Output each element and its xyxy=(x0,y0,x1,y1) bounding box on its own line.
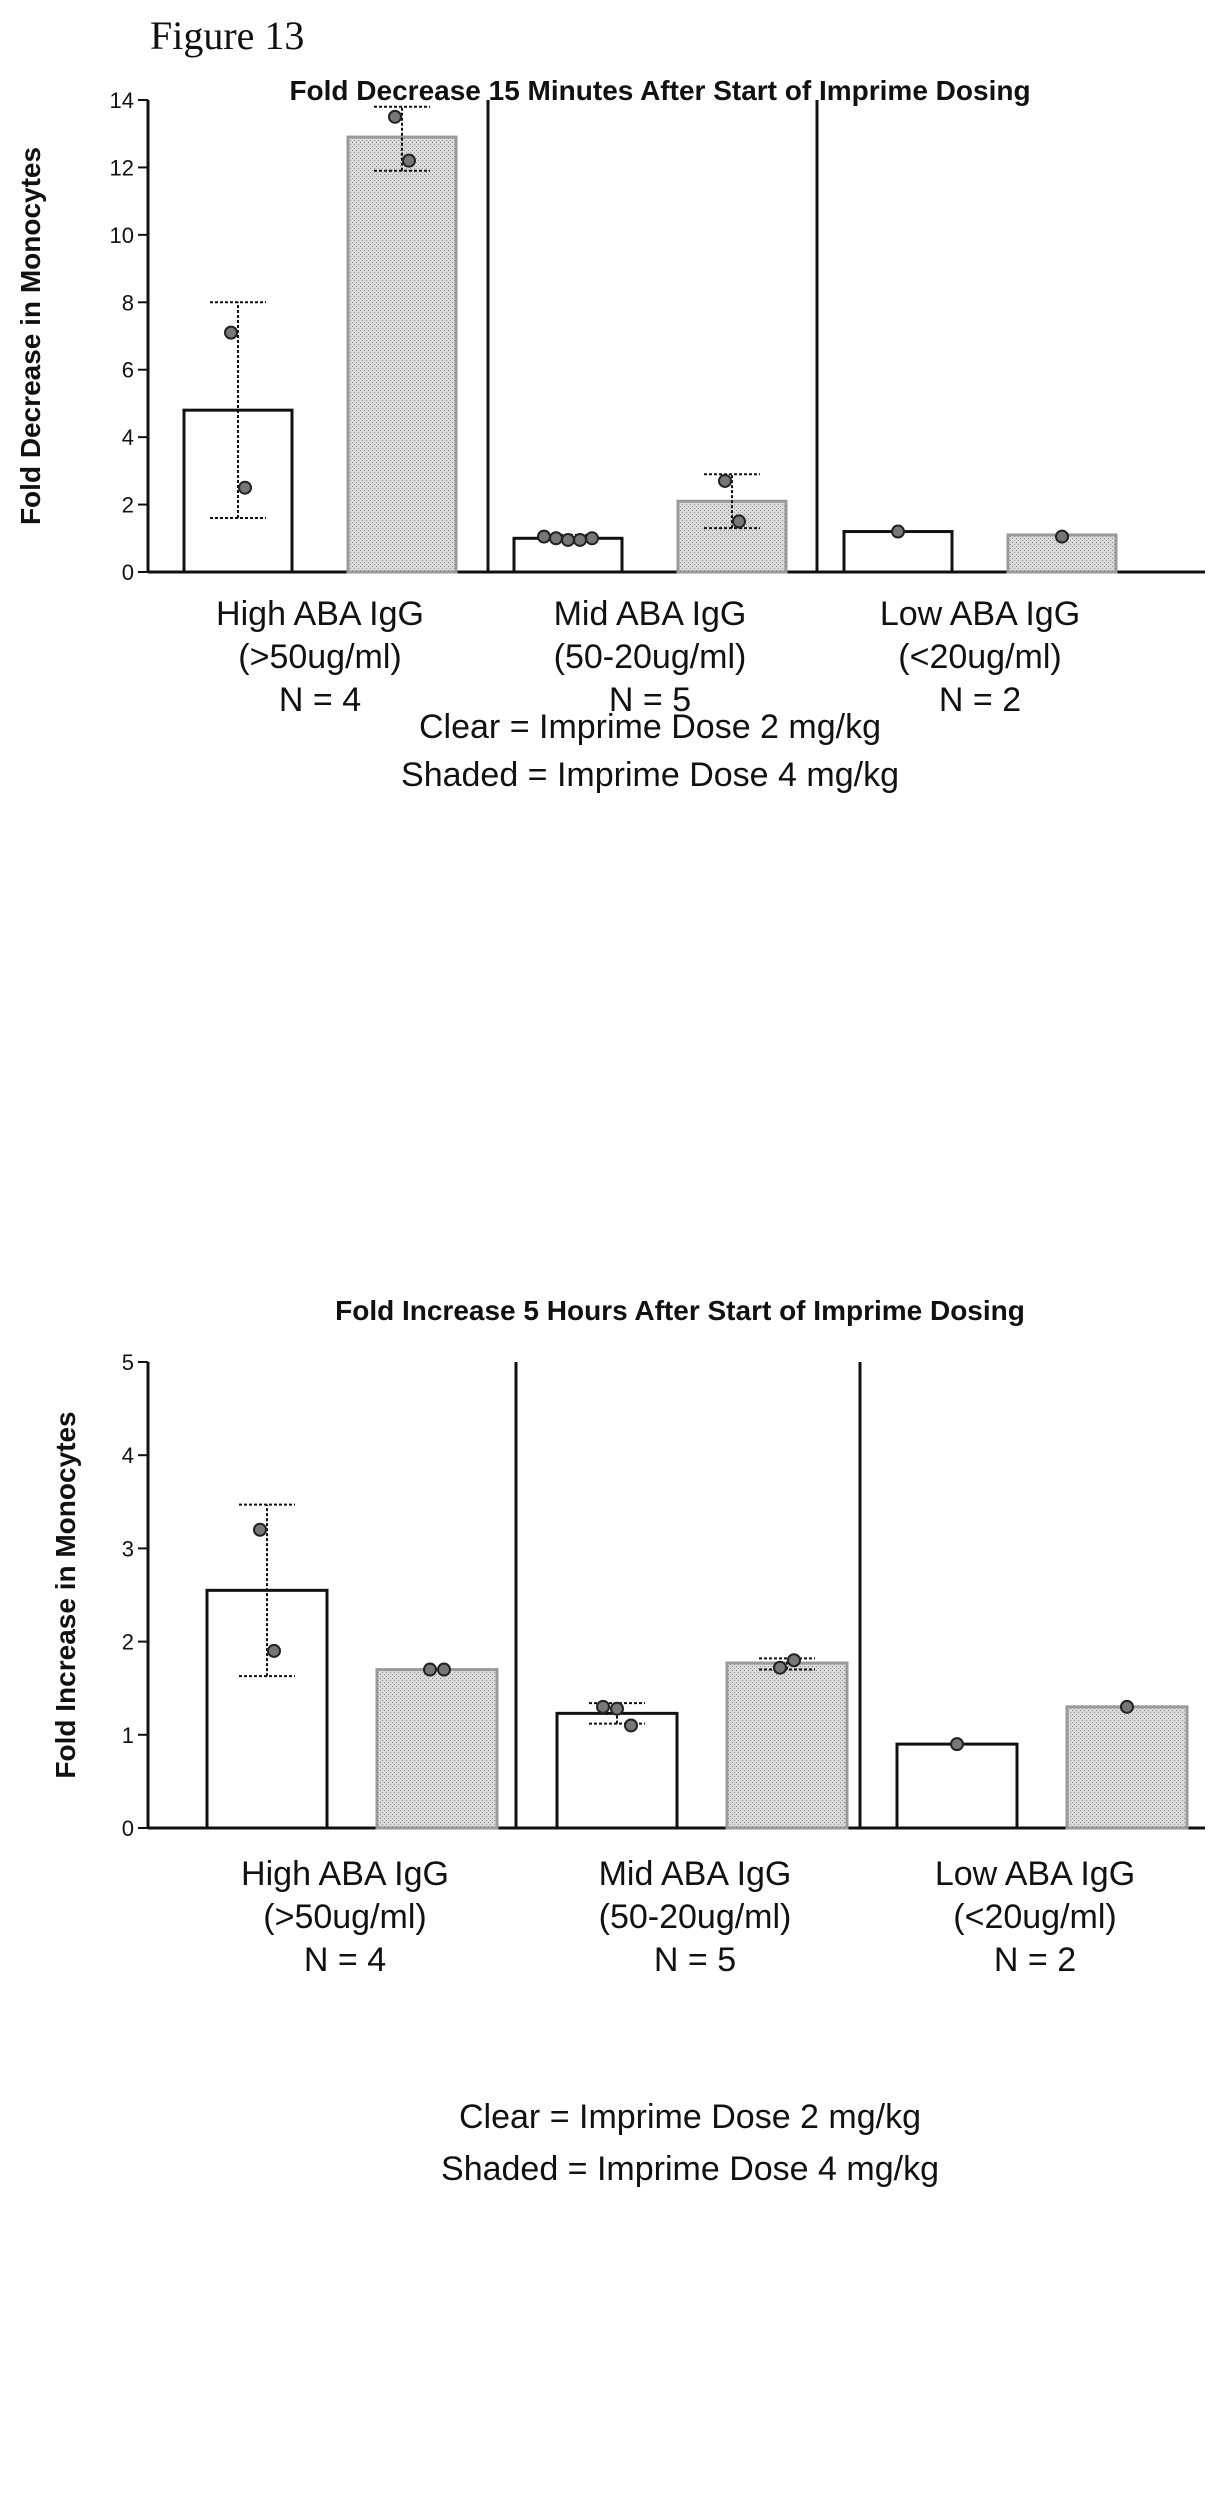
category-label: N = 5 xyxy=(654,1941,736,1979)
y-axis-label: Fold Increase in Monocytes xyxy=(50,1411,81,1778)
category-label: Low ABA IgG xyxy=(880,595,1080,633)
data-point xyxy=(585,531,599,546)
data-point xyxy=(950,1737,964,1752)
data-point xyxy=(1055,529,1069,544)
chart-fold-increase: Fold Increase 5 Hours After Start of Imp… xyxy=(0,1290,1229,2508)
data-point xyxy=(423,1662,437,1677)
data-point xyxy=(573,532,587,547)
data-point xyxy=(787,1653,801,1668)
data-point xyxy=(253,1522,267,1537)
y-tick-label: 14 xyxy=(110,88,134,113)
category-label: N = 4 xyxy=(304,1941,386,1979)
y-tick-label: 4 xyxy=(122,1443,134,1468)
category-label: N = 2 xyxy=(994,1941,1076,1979)
bar xyxy=(1065,1705,1189,1830)
category-label: (<20ug/ml) xyxy=(898,638,1061,676)
category-label: High ABA IgG xyxy=(216,595,424,633)
data-point xyxy=(732,514,746,529)
data-point xyxy=(773,1660,787,1675)
figure-label: Figure 13 xyxy=(150,13,305,58)
data-point xyxy=(388,109,402,124)
data-point xyxy=(610,1701,624,1716)
legend-entry: Clear = Imprime Dose 2 mg/kg xyxy=(459,2098,921,2136)
y-tick-label: 2 xyxy=(122,1630,134,1655)
y-axis-label: Fold Decrease in Monocytes xyxy=(15,147,46,525)
y-tick-label: 12 xyxy=(110,155,134,180)
data-point xyxy=(718,473,732,488)
data-point xyxy=(402,153,416,168)
bar xyxy=(895,1742,1019,1830)
y-tick-label: 4 xyxy=(122,425,134,450)
category-label: (50-20ug/ml) xyxy=(554,638,747,676)
data-point xyxy=(238,480,252,495)
bar xyxy=(375,1668,499,1830)
chart-2-svg: Fold Increase 5 Hours After Start of Imp… xyxy=(50,1295,1205,2188)
data-point xyxy=(891,524,905,539)
chart-title: Fold Decrease 15 Minutes After Start of … xyxy=(289,75,1030,106)
data-point xyxy=(224,325,238,340)
data-point xyxy=(537,529,551,544)
category-label: Low ABA IgG xyxy=(935,1855,1135,1893)
data-point xyxy=(561,532,575,547)
y-tick-label: 0 xyxy=(122,1816,134,1841)
y-tick-label: 3 xyxy=(122,1536,134,1561)
chart-1-svg: Fold Decrease 15 Minutes After Start of … xyxy=(15,75,1205,794)
y-tick-label: 6 xyxy=(122,358,134,383)
category-label: N = 4 xyxy=(279,681,361,719)
category-label: N = 5 xyxy=(609,681,691,719)
y-tick-label: 5 xyxy=(122,1350,134,1375)
y-tick-label: 8 xyxy=(122,290,134,315)
bar xyxy=(842,530,954,574)
data-point xyxy=(437,1662,451,1677)
category-label: (>50ug/ml) xyxy=(238,638,401,676)
bar xyxy=(725,1661,849,1830)
category-label: (<20ug/ml) xyxy=(953,1898,1116,1936)
chart-fold-decrease: Fold Decrease 15 Minutes After Start of … xyxy=(0,70,1229,1270)
bar xyxy=(555,1711,679,1830)
legend-entry: Shaded = Imprime Dose 4 mg/kg xyxy=(441,2150,939,2188)
category-label: High ABA IgG xyxy=(241,1855,449,1893)
bar xyxy=(346,135,458,574)
category-label: (>50ug/ml) xyxy=(263,1898,426,1936)
data-point xyxy=(596,1699,610,1714)
category-label: (50-20ug/ml) xyxy=(599,1898,792,1936)
data-point xyxy=(267,1643,281,1658)
category-label: Mid ABA IgG xyxy=(554,595,747,633)
category-label: Mid ABA IgG xyxy=(599,1855,792,1893)
y-tick-label: 2 xyxy=(122,493,134,518)
data-point xyxy=(624,1718,638,1733)
y-tick-label: 10 xyxy=(110,223,134,248)
data-point xyxy=(549,531,563,546)
y-tick-label: 0 xyxy=(122,560,134,585)
category-label: N = 2 xyxy=(939,681,1021,719)
y-tick-label: 1 xyxy=(122,1723,134,1748)
chart-title: Fold Increase 5 Hours After Start of Imp… xyxy=(335,1295,1025,1326)
data-point xyxy=(1120,1699,1134,1714)
legend-entry: Clear = Imprime Dose 2 mg/kg xyxy=(419,708,881,746)
legend-entry: Shaded = Imprime Dose 4 mg/kg xyxy=(401,756,899,794)
